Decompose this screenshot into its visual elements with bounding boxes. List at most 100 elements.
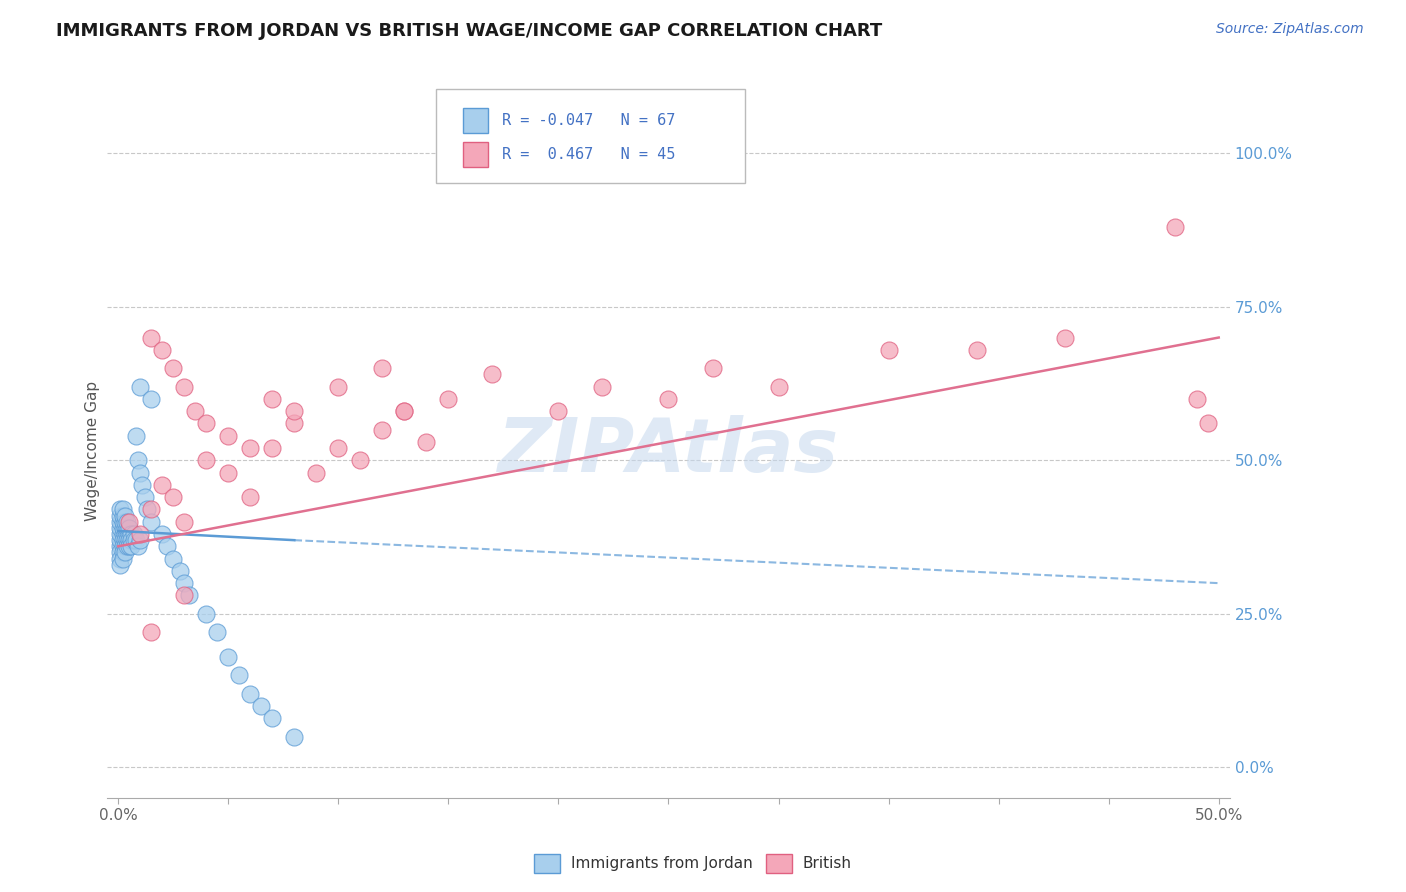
Point — [129, 466, 152, 480]
Point — [110, 515, 132, 529]
Point — [657, 392, 679, 406]
Point — [217, 429, 239, 443]
Point — [371, 423, 394, 437]
Point — [217, 466, 239, 480]
Point — [239, 687, 262, 701]
Point — [111, 539, 134, 553]
Point — [134, 490, 156, 504]
Point — [141, 392, 163, 406]
Point — [115, 533, 138, 548]
Point — [111, 545, 134, 559]
Point — [110, 545, 132, 559]
Point — [262, 441, 284, 455]
Point — [173, 515, 195, 529]
Point — [169, 564, 191, 578]
Point — [118, 527, 141, 541]
Point — [114, 508, 136, 523]
Point — [162, 551, 184, 566]
Point — [328, 379, 350, 393]
Point — [768, 379, 790, 393]
Point — [173, 589, 195, 603]
Point — [349, 453, 371, 467]
Point — [127, 453, 149, 467]
Point — [111, 533, 134, 548]
Point — [115, 521, 138, 535]
Point — [115, 527, 138, 541]
Point — [141, 502, 163, 516]
Point — [111, 527, 134, 541]
Point — [114, 521, 136, 535]
Point — [127, 539, 149, 553]
Point — [162, 490, 184, 504]
Point — [118, 521, 141, 535]
Point — [195, 453, 218, 467]
Point — [110, 533, 132, 548]
Point — [110, 521, 132, 535]
Point — [111, 551, 134, 566]
Point — [437, 392, 460, 406]
Point — [131, 478, 153, 492]
Point — [162, 361, 184, 376]
Point — [283, 404, 305, 418]
Point — [177, 589, 200, 603]
Point — [239, 441, 262, 455]
Text: R = -0.047   N = 67: R = -0.047 N = 67 — [502, 113, 675, 128]
Point — [114, 527, 136, 541]
Point — [141, 625, 163, 640]
Point — [114, 515, 136, 529]
Point — [283, 730, 305, 744]
Point — [173, 379, 195, 393]
Point — [118, 515, 141, 529]
Point — [250, 698, 273, 713]
Point — [120, 527, 142, 541]
Point — [122, 527, 145, 541]
Point — [702, 361, 724, 376]
Point — [547, 404, 569, 418]
Point — [125, 533, 148, 548]
Point — [111, 515, 134, 529]
Point — [394, 404, 416, 418]
Text: Immigrants from Jordan: Immigrants from Jordan — [571, 856, 752, 871]
Point — [481, 368, 503, 382]
Text: British: British — [803, 856, 852, 871]
Point — [110, 551, 132, 566]
Point — [262, 711, 284, 725]
Point — [394, 404, 416, 418]
Point — [1053, 330, 1076, 344]
Point — [239, 490, 262, 504]
Point — [110, 508, 132, 523]
Point — [328, 441, 350, 455]
Point — [207, 625, 229, 640]
Y-axis label: Wage/Income Gap: Wage/Income Gap — [86, 381, 100, 521]
Point — [115, 515, 138, 529]
Point — [150, 478, 173, 492]
Point — [129, 527, 152, 541]
Point — [195, 417, 218, 431]
Point — [305, 466, 328, 480]
Text: R =  0.467   N = 45: R = 0.467 N = 45 — [502, 147, 675, 161]
Point — [184, 404, 207, 418]
Point — [135, 502, 157, 516]
Point — [114, 539, 136, 553]
Point — [1185, 392, 1208, 406]
Text: IMMIGRANTS FROM JORDAN VS BRITISH WAGE/INCOME GAP CORRELATION CHART: IMMIGRANTS FROM JORDAN VS BRITISH WAGE/I… — [56, 22, 883, 40]
Point — [120, 533, 142, 548]
Point — [118, 539, 141, 553]
Point — [115, 539, 138, 553]
Point — [150, 527, 173, 541]
Point — [114, 533, 136, 548]
Point — [262, 392, 284, 406]
Point — [114, 545, 136, 559]
Point — [371, 361, 394, 376]
Point — [283, 417, 305, 431]
Point — [110, 558, 132, 572]
Point — [156, 539, 179, 553]
Point — [1197, 417, 1219, 431]
Point — [111, 521, 134, 535]
Point — [591, 379, 613, 393]
Point — [141, 330, 163, 344]
Point — [125, 429, 148, 443]
Point — [1163, 219, 1185, 234]
Point — [120, 539, 142, 553]
Point — [111, 508, 134, 523]
